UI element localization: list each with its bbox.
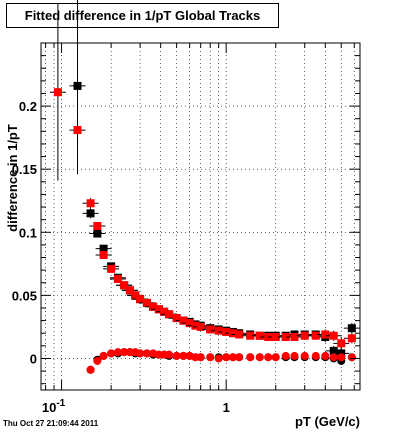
- data-point: [86, 209, 95, 218]
- data-point: [125, 286, 134, 295]
- data-point: [311, 351, 320, 360]
- data-point: [120, 281, 129, 290]
- data-point: [321, 351, 330, 360]
- data-point: [255, 331, 264, 340]
- data-point: [206, 353, 215, 362]
- data-point: [264, 353, 273, 362]
- data-point: [86, 199, 95, 208]
- data-point: [113, 348, 122, 357]
- series-1: [49, 3, 360, 350]
- data-point: [113, 274, 122, 283]
- data-point: [142, 298, 151, 307]
- data-point: [300, 331, 309, 340]
- data-point: [73, 126, 82, 135]
- y-tick-label: 0.15: [12, 162, 37, 177]
- data-point: [347, 334, 356, 343]
- data-point: [185, 319, 194, 328]
- chart-title: Fitted difference in 1/pT Global Tracks: [6, 3, 279, 28]
- data-point: [179, 351, 188, 360]
- data-point: [347, 324, 356, 333]
- data-point: [99, 244, 108, 253]
- y-tick-label: 0.2: [19, 99, 37, 114]
- data-point: [321, 330, 330, 339]
- data-point: [271, 353, 280, 362]
- data-point: [73, 81, 82, 90]
- data-point: [93, 221, 102, 230]
- x-tick-label: 1: [223, 400, 230, 415]
- data-point: [235, 353, 244, 362]
- data-point: [131, 291, 140, 300]
- data-point: [196, 322, 205, 331]
- data-point: [329, 331, 338, 340]
- data-point: [246, 353, 255, 362]
- data-point: [222, 353, 231, 362]
- data-point: [337, 339, 346, 348]
- timestamp: Thu Oct 27 21:09:44 2011: [3, 419, 99, 428]
- data-point: [93, 229, 102, 238]
- data-point: [165, 350, 174, 359]
- data-point: [165, 310, 174, 319]
- data-point: [347, 353, 356, 362]
- data-point: [290, 333, 299, 342]
- data-point: [246, 331, 255, 340]
- data-point: [99, 351, 108, 360]
- data-point: [149, 302, 158, 311]
- y-tick-label: 0.05: [12, 288, 37, 303]
- data-point: [311, 331, 320, 340]
- data-point: [136, 349, 145, 358]
- y-tick-label: 0: [30, 351, 37, 366]
- data-point: [53, 88, 62, 97]
- data-point: [107, 264, 116, 273]
- y-tick-label: 0.1: [19, 225, 37, 240]
- data-point: [206, 325, 215, 334]
- data-point: [142, 349, 151, 358]
- data-point: [136, 295, 145, 304]
- data-point: [281, 351, 290, 360]
- data-point: [329, 353, 338, 362]
- data-point: [255, 353, 264, 362]
- x-tick-label: 10-1: [42, 398, 66, 415]
- data-point: [228, 353, 237, 362]
- data-point: [93, 356, 102, 365]
- data-point: [290, 351, 299, 360]
- series-3: [86, 348, 356, 374]
- data-point: [172, 314, 181, 323]
- data-point: [107, 349, 116, 358]
- data-point: [337, 353, 346, 362]
- data-point: [154, 305, 163, 314]
- data-point: [214, 326, 223, 335]
- data-point: [120, 348, 129, 357]
- data-point: [228, 329, 237, 338]
- data-point: [222, 327, 231, 336]
- data-point: [99, 250, 108, 259]
- data-point: [329, 346, 338, 355]
- axis-ticks: [41, 42, 360, 390]
- y-axis-label: difference in 1/pT: [5, 124, 20, 232]
- data-point: [281, 333, 290, 342]
- data-point: [191, 321, 200, 330]
- data-point: [214, 354, 223, 363]
- data-point: [196, 353, 205, 362]
- data-point: [172, 351, 181, 360]
- data-layer: [49, 0, 360, 374]
- data-point: [271, 333, 280, 342]
- data-point: [235, 330, 244, 339]
- data-point: [86, 365, 95, 374]
- data-point: [179, 316, 188, 325]
- series-0: [69, 0, 360, 360]
- data-point: [160, 307, 169, 316]
- data-point: [300, 351, 309, 360]
- x-axis-label: pT (GeV/c): [295, 414, 360, 429]
